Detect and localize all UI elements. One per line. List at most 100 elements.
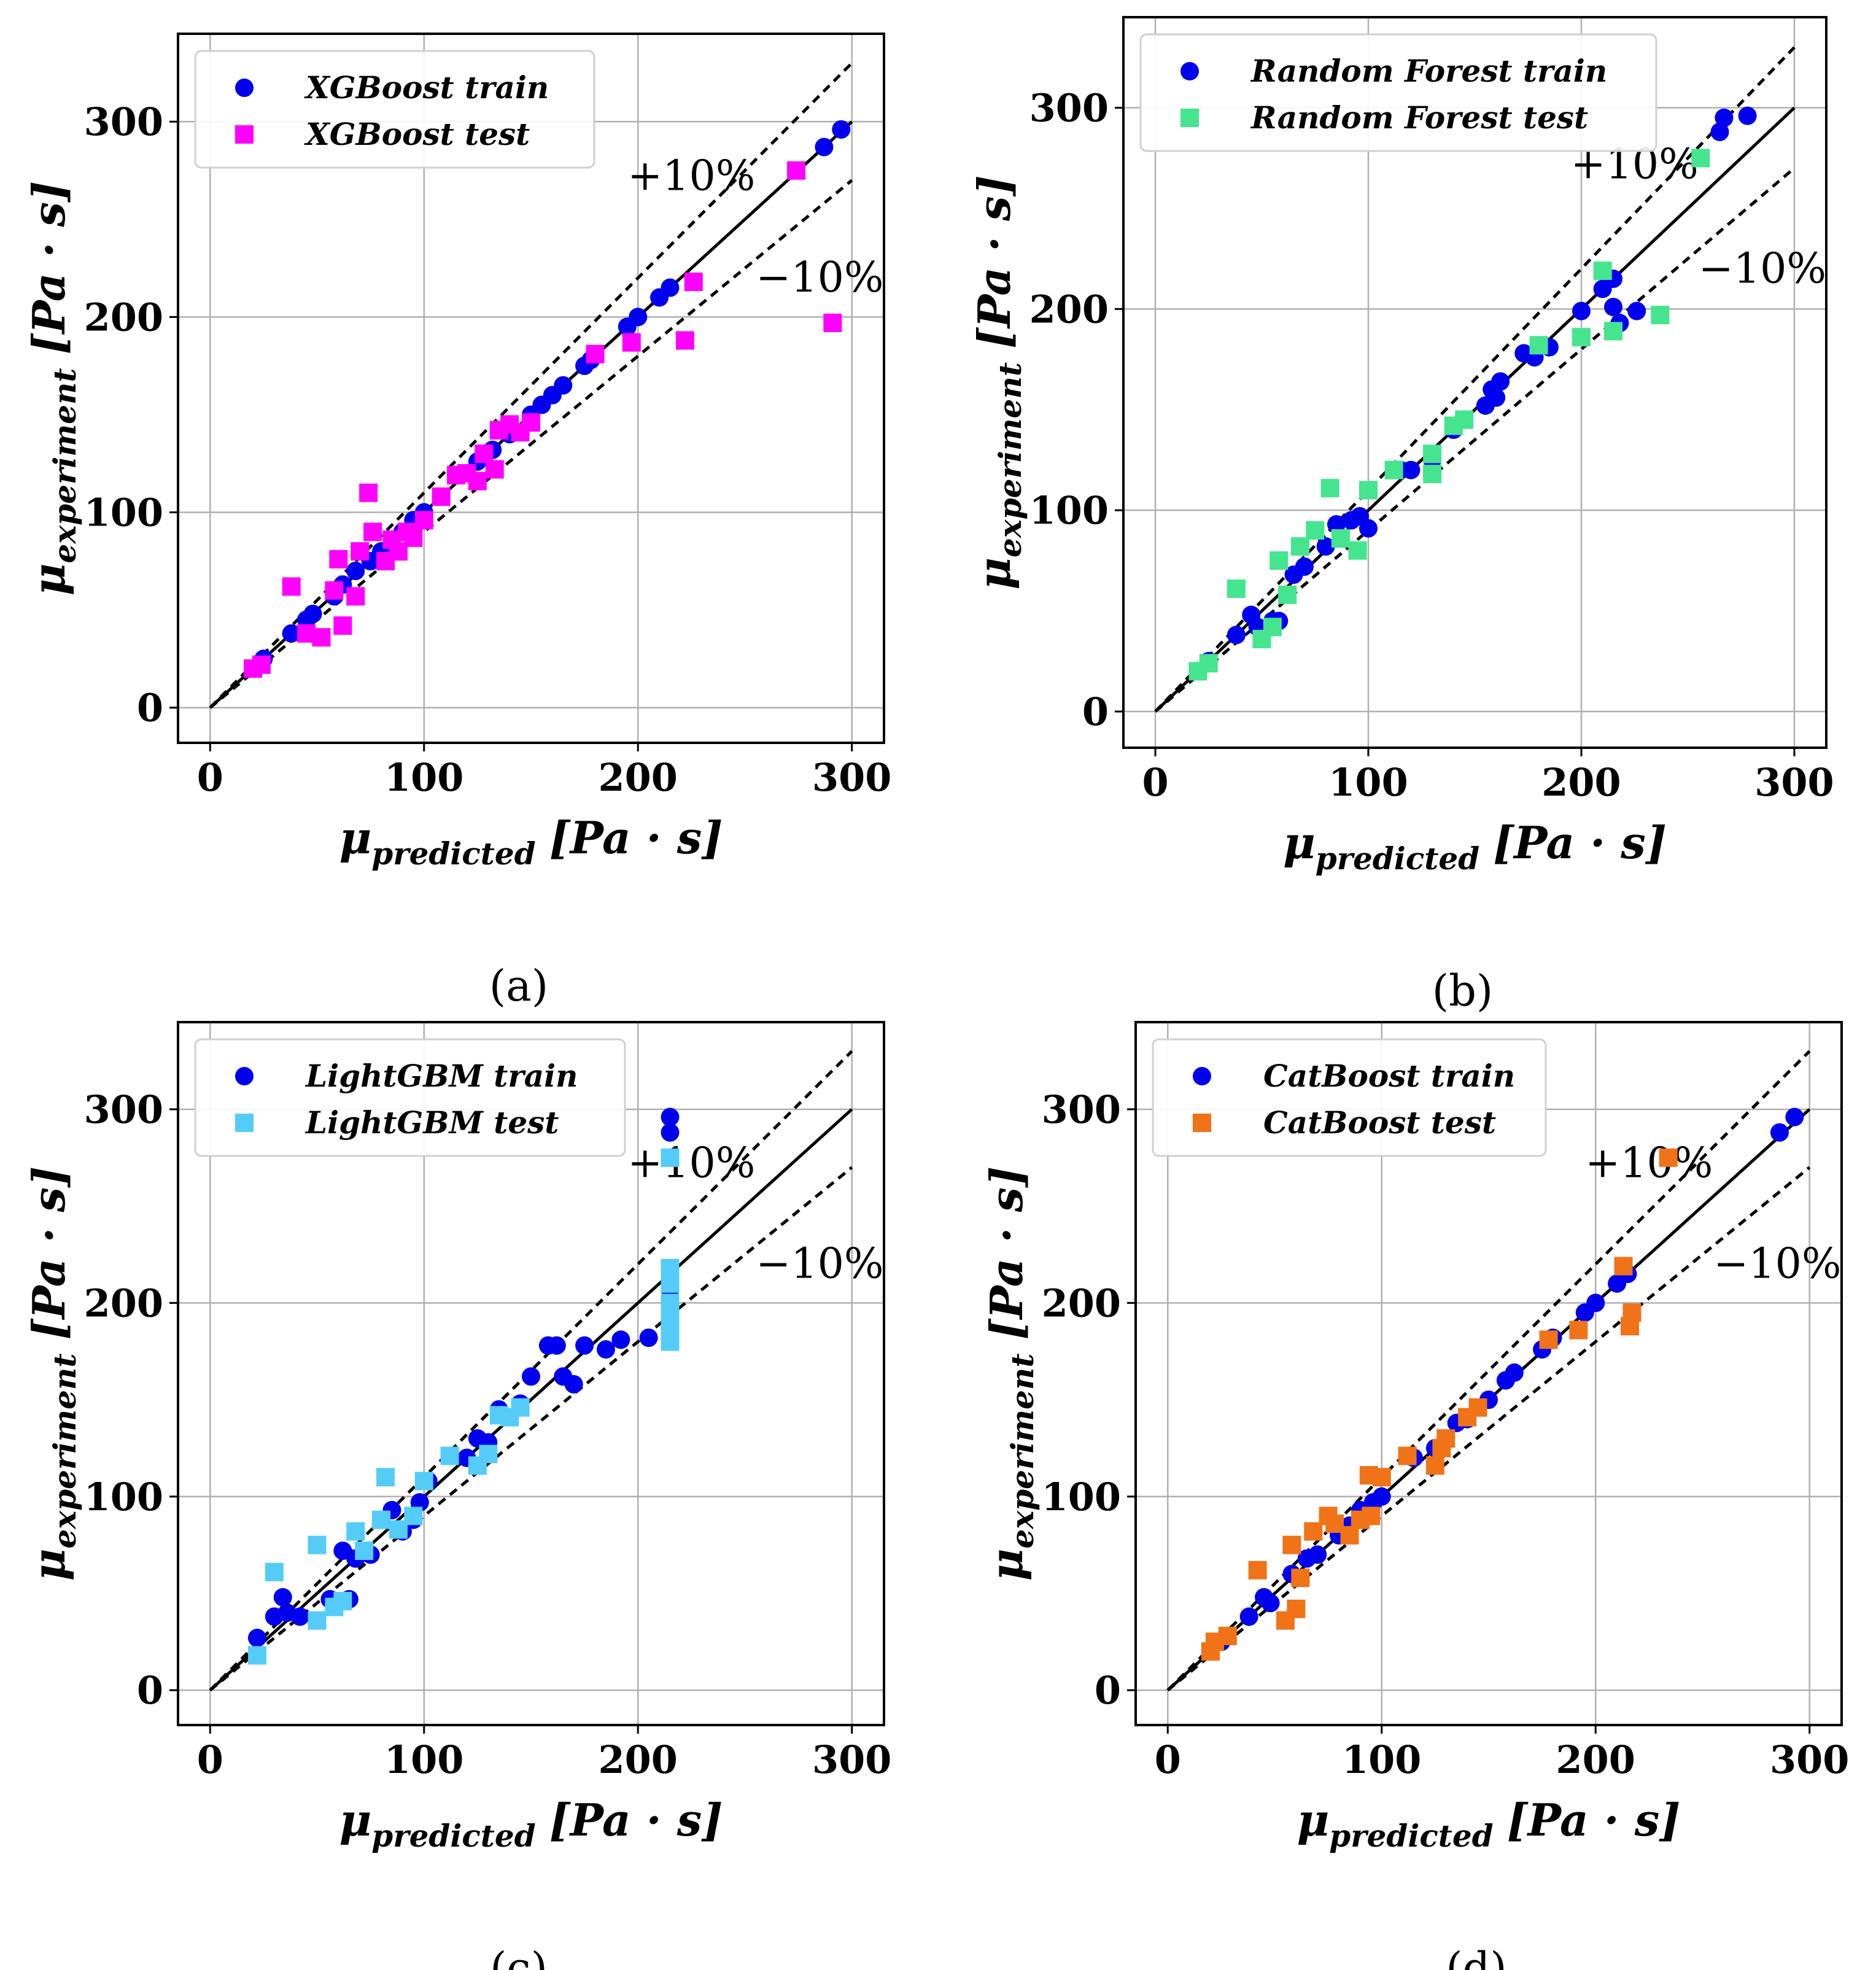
legend-box [194, 1038, 626, 1157]
test-point [1569, 1320, 1588, 1340]
test-point [333, 1592, 352, 1611]
axes-frame [177, 1021, 885, 1726]
test-point [1331, 529, 1350, 548]
train-point [1604, 298, 1623, 317]
legend-label: XGBoost test [304, 116, 530, 152]
test-point [661, 1293, 680, 1313]
test-point [1604, 322, 1623, 341]
x-tick-label: 100 [1328, 760, 1408, 805]
legend-marker-test [1180, 109, 1199, 127]
train-point [629, 308, 648, 327]
test-point [661, 1258, 680, 1278]
panel-1: 0 100 200 300 0 100 200 300 +10% −10% XGBoost trai… [23, 33, 891, 1011]
legend-label: CatBoost test [1263, 1104, 1496, 1141]
train-point [1295, 557, 1314, 576]
train-point [611, 1330, 630, 1349]
minus-10-label: −10% [756, 1239, 883, 1288]
test-point [1659, 1148, 1678, 1167]
test-point [376, 1468, 395, 1487]
x-tick-label: 200 [1556, 1737, 1635, 1782]
test-point [414, 1472, 433, 1491]
legend-box [1152, 1038, 1547, 1157]
legend-label: XGBoost train [304, 69, 549, 106]
test-point [404, 528, 423, 547]
test-point [675, 331, 694, 350]
test-point [1278, 585, 1297, 604]
x-tick-label: 0 [197, 1737, 223, 1782]
test-point [511, 1398, 530, 1417]
test-point [1372, 1468, 1391, 1487]
test-point [333, 616, 352, 635]
train-point [661, 1107, 680, 1127]
x-tick-label: 200 [1541, 760, 1621, 805]
train-point [547, 1336, 566, 1355]
test-point [1423, 444, 1442, 463]
legend-marker-test [235, 125, 254, 144]
test-point [1614, 1257, 1633, 1276]
data-points [1188, 106, 1757, 681]
train-point [247, 1629, 266, 1648]
train-point [1487, 388, 1506, 407]
legend-label: LightGBM test [304, 1104, 559, 1141]
test-point [1359, 481, 1378, 500]
test-point [1199, 654, 1218, 673]
y-tick-label: 0 [1082, 689, 1109, 734]
y-tick-label: 200 [1029, 287, 1109, 332]
test-point [372, 1510, 391, 1529]
train-point [815, 138, 834, 157]
identity-line [209, 1108, 853, 1692]
test-point [468, 471, 487, 491]
test-point [1455, 410, 1474, 429]
test-point [1622, 1303, 1642, 1322]
train-point [303, 605, 322, 623]
test-point [325, 581, 344, 600]
y-axis-label: μexperiment[Pa · s] [23, 181, 83, 595]
legend-label: LightGBM train [304, 1058, 578, 1094]
test-point [1263, 618, 1282, 637]
x-tick-label: 0 [197, 755, 223, 800]
legend-label: CatBoost train [1263, 1058, 1515, 1094]
test-point [312, 628, 331, 647]
test-point [1691, 149, 1710, 168]
test-point [414, 511, 433, 530]
test-point [661, 1148, 680, 1167]
train-point [639, 1328, 658, 1348]
plus-10-label: +10% [1585, 1139, 1713, 1187]
test-point [440, 1446, 459, 1465]
test-point [1539, 1330, 1558, 1349]
legend-marker-test [235, 1114, 254, 1132]
train-point [564, 1375, 583, 1394]
legend-marker-test [1193, 1114, 1211, 1132]
test-point [485, 460, 504, 479]
test-point [1340, 1526, 1359, 1545]
data-points [1201, 1107, 1804, 1661]
x-tick-label: 300 [812, 755, 891, 800]
train-point [1785, 1107, 1804, 1127]
x-tick-label: 300 [812, 1737, 891, 1782]
axes-frame [1134, 1021, 1843, 1726]
test-point [823, 313, 842, 332]
plus-10-label: +10% [627, 1139, 755, 1187]
legend: CatBoost train CatBoost test [1152, 1038, 1547, 1157]
legend-marker-train [1193, 1067, 1211, 1085]
test-point [1306, 521, 1325, 540]
test-point [308, 1535, 327, 1554]
test-point [346, 587, 365, 606]
test-point [308, 1611, 327, 1630]
train-point [1401, 460, 1421, 479]
test-point [1423, 465, 1442, 484]
train-point [1372, 1487, 1391, 1506]
test-point [661, 1274, 680, 1293]
legend-label: Random Forest train [1250, 53, 1607, 89]
train-point [575, 1336, 594, 1355]
test-point [1384, 460, 1403, 479]
test-point [1248, 1561, 1267, 1580]
test-point [1436, 1429, 1455, 1448]
panel-label: (a) [489, 961, 548, 1011]
train-point [554, 376, 573, 395]
y-axis-label: μexperiment[Pa · s] [23, 1166, 83, 1581]
test-point [1290, 537, 1309, 556]
y-tick-label: 0 [137, 1668, 163, 1713]
axes-frame [177, 33, 885, 744]
